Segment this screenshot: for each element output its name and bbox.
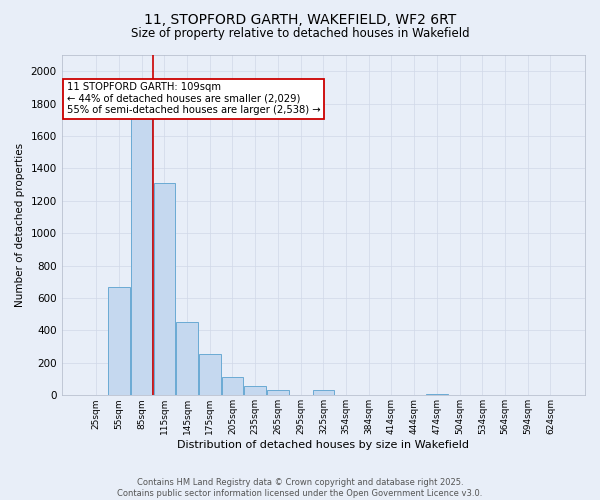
Y-axis label: Number of detached properties: Number of detached properties (15, 143, 25, 307)
Bar (199, 354, 221, 396)
Text: Size of property relative to detached houses in Wakefield: Size of property relative to detached ho… (131, 28, 469, 40)
Bar (222, 376, 243, 396)
Bar (154, 183, 175, 396)
X-axis label: Distribution of detached houses by size in Wakefield: Distribution of detached houses by size … (178, 440, 469, 450)
Text: 11 STOPFORD GARTH: 109sqm
← 44% of detached houses are smaller (2,029)
55% of se: 11 STOPFORD GARTH: 109sqm ← 44% of detac… (67, 82, 320, 116)
Bar (426, 394, 448, 396)
Bar (313, 390, 334, 396)
Bar (244, 386, 266, 396)
Bar (131, 92, 152, 396)
Text: 11, STOPFORD GARTH, WAKEFIELD, WF2 6RT: 11, STOPFORD GARTH, WAKEFIELD, WF2 6RT (144, 12, 456, 26)
Bar (108, 286, 130, 396)
Bar (267, 390, 289, 396)
Bar (176, 322, 198, 396)
Text: Contains HM Land Registry data © Crown copyright and database right 2025.
Contai: Contains HM Land Registry data © Crown c… (118, 478, 482, 498)
